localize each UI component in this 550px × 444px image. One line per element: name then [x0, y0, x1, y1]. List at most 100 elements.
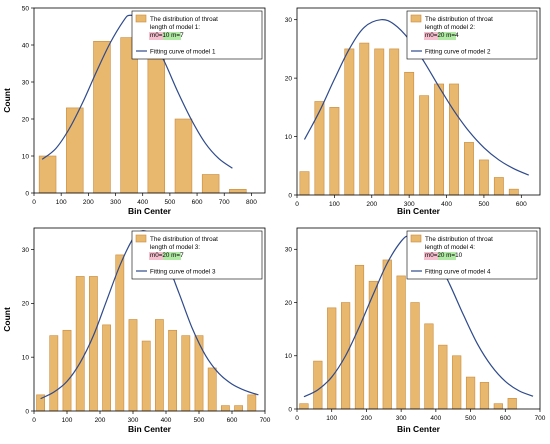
- histogram-bar: [359, 42, 370, 196]
- plot-frame: [296, 7, 541, 196]
- x-tick-label: 300: [110, 199, 121, 206]
- x-tick-label: 400: [161, 417, 172, 424]
- x-tick-label: 0: [32, 417, 36, 424]
- histogram-bar: [449, 83, 459, 196]
- histogram-bar: [479, 382, 490, 410]
- x-tick-label: 700: [535, 415, 546, 422]
- histogram-bar: [389, 48, 400, 196]
- histogram-bar: [478, 159, 489, 196]
- legend-highlight-mark: [424, 32, 438, 40]
- y-tick-label: 40: [22, 42, 30, 49]
- legend-bar-label-line: The distribution of throat: [150, 16, 218, 23]
- y-tick-label: 10: [285, 353, 293, 360]
- plot-frame: [296, 227, 541, 410]
- x-axis-label: Bin Center: [397, 206, 441, 216]
- histogram-bar: [464, 142, 474, 196]
- chart-panel-model-3: 0 100 200 300 400 500 600 700 0 10 20 30 Bin Center C…: [0, 220, 275, 439]
- y-tick-label: 30: [22, 247, 30, 254]
- histogram-bar: [141, 340, 151, 412]
- legend-highlight-mark: [438, 32, 456, 40]
- chart-panel-model-1: 0 100 200 300 400 500 600 700 800 0 10 20 30 40 50 Bin …: [0, 0, 275, 219]
- legend-highlight-mark: [163, 32, 181, 40]
- histogram-bar: [507, 398, 517, 410]
- x-tick-label: 400: [430, 415, 441, 422]
- legend-bar-label-line: length of model 1:: [150, 24, 200, 31]
- legend-bar-label-line: The distribution of throat: [425, 236, 493, 243]
- y-tick-label: 0: [25, 408, 29, 415]
- legend-highlight-mark: [424, 252, 438, 260]
- y-tick-label: 20: [22, 301, 30, 308]
- legend-highlight-mark: [149, 252, 163, 260]
- y-tick-label: 0: [25, 190, 29, 197]
- x-tick-label: 200: [83, 199, 94, 206]
- legend-bar-label-line: length of model 4:: [425, 244, 475, 251]
- x-tick-label: 600: [500, 415, 511, 422]
- y-tick-label: 10: [22, 153, 30, 160]
- histogram-bar: [410, 302, 420, 410]
- legend-bar-swatch: [410, 14, 422, 23]
- histogram-bar: [374, 48, 385, 196]
- legend-bar-label-line: The distribution of throat: [425, 16, 493, 23]
- x-tick-label: 300: [396, 415, 407, 422]
- chart-panel-model-4: 0 100 200 300 400 500 600 700 0 10 20 30 Bin Center T…: [275, 220, 550, 439]
- legend-curve-label: Fitting curve of model 4: [425, 269, 491, 276]
- histogram-bar: [404, 71, 415, 196]
- histogram-bar: [102, 324, 111, 412]
- x-tick-label: 300: [404, 201, 415, 208]
- x-tick-label: 600: [516, 201, 527, 208]
- histogram-bar: [396, 275, 406, 410]
- histogram-bar: [493, 177, 504, 196]
- x-tick-label: 600: [192, 199, 203, 206]
- histogram-chart-model-1: 0 100 200 300 400 500 600 700 800 0 10 20 30 40 50 Bin …: [2, 5, 266, 216]
- x-tick-label: 100: [62, 417, 73, 424]
- y-axis-label: Count: [2, 88, 12, 113]
- chart-panel-model-2: 0 100 200 300 400 500 600 0 10 20 30 Bin Center The …: [275, 0, 550, 219]
- x-axis-label: Bin Center: [128, 206, 172, 216]
- histogram-bar: [329, 107, 340, 196]
- y-tick-label: 10: [22, 354, 30, 361]
- plot-frame: [33, 7, 266, 194]
- histogram-bar: [434, 83, 444, 196]
- histogram-bar: [299, 403, 309, 410]
- histogram-bar: [327, 307, 337, 410]
- histogram-bar: [66, 107, 84, 194]
- legend-highlight-mark: [149, 32, 163, 40]
- x-tick-label: 0: [295, 415, 299, 422]
- histogram-bar: [382, 259, 392, 410]
- y-tick-label: 20: [285, 75, 293, 82]
- histogram-bar: [207, 367, 217, 412]
- histogram-bar: [234, 405, 243, 412]
- histogram-bar: [89, 276, 98, 412]
- x-tick-label: 100: [56, 199, 67, 206]
- histogram-bar: [147, 40, 166, 194]
- histogram-bar: [354, 264, 365, 410]
- x-tick-label: 500: [194, 417, 205, 424]
- y-tick-label: 30: [285, 17, 293, 24]
- plot-frame: [33, 227, 266, 412]
- x-axis-label: Bin Center: [397, 424, 441, 434]
- legend-curve-label: Fitting curve of model 2: [425, 49, 491, 56]
- x-tick-label: 100: [329, 201, 340, 208]
- x-tick-label: 500: [478, 201, 489, 208]
- x-tick-label: 200: [361, 415, 372, 422]
- histogram-bar: [465, 376, 476, 410]
- histogram-bar: [438, 344, 448, 410]
- histogram-bar: [508, 188, 519, 196]
- histogram-bar: [247, 394, 257, 412]
- legend-bar-label-line: m0=20 m=4: [425, 32, 459, 39]
- y-tick-label: 10: [285, 134, 293, 141]
- histogram-bar: [424, 323, 434, 410]
- legend-highlight-mark: [163, 252, 181, 260]
- histogram-bar: [120, 37, 138, 194]
- legend-bar-swatch: [410, 234, 422, 243]
- legend-bar-label-line: m0=20 m=7: [150, 252, 184, 259]
- legend-highlight-mark: [438, 252, 456, 260]
- histogram-bar: [93, 40, 111, 194]
- histogram-bar: [75, 276, 85, 412]
- histogram-bar: [452, 355, 462, 410]
- x-tick-label: 600: [227, 417, 238, 424]
